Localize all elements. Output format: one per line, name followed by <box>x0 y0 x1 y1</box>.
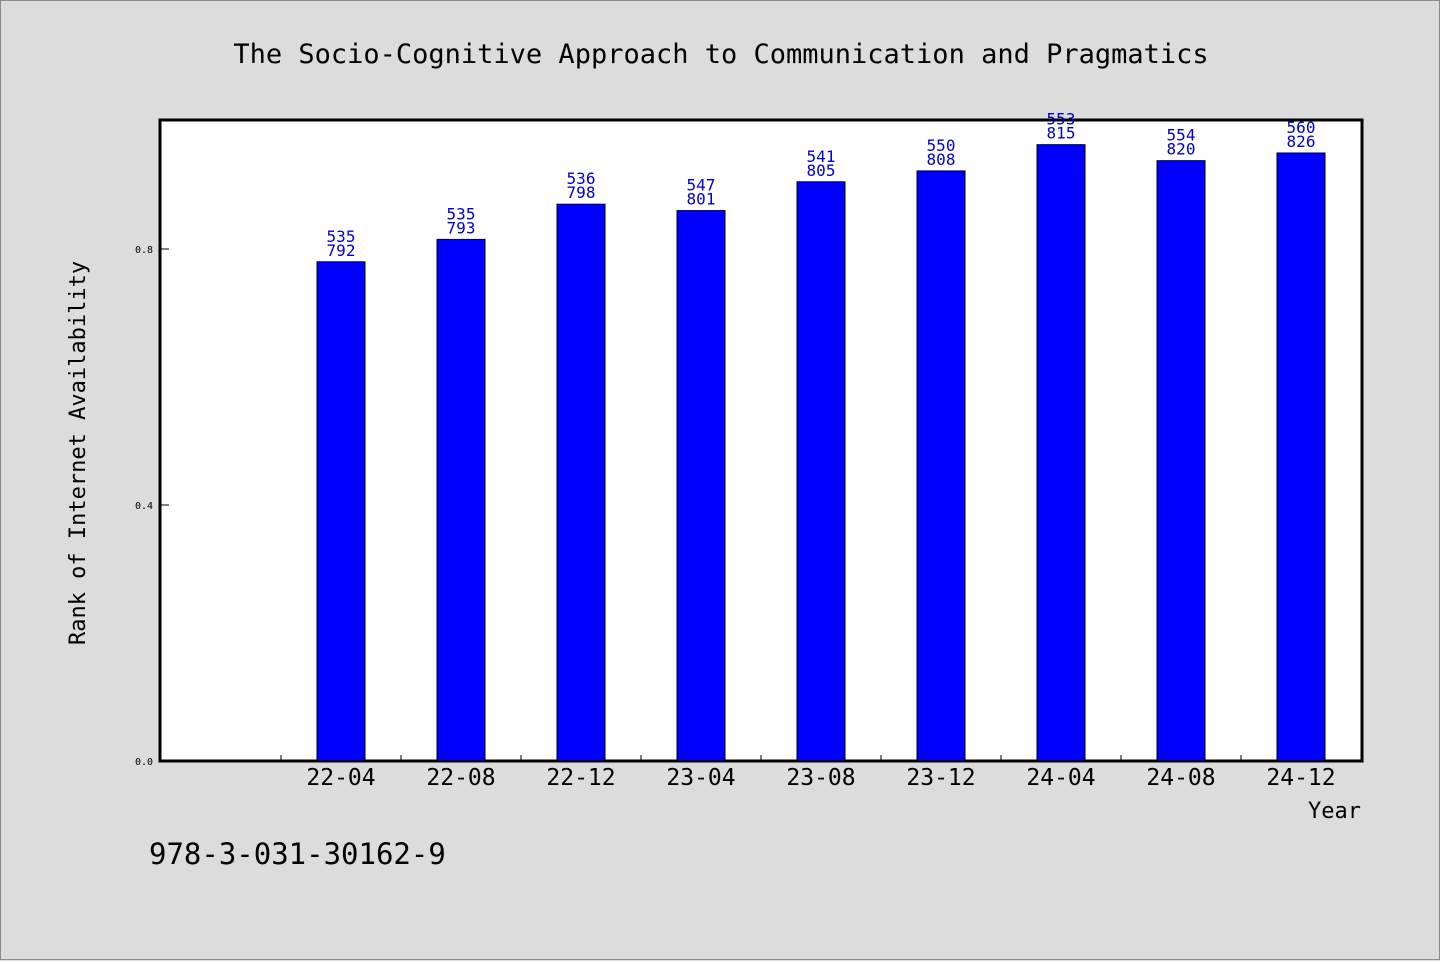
bar-label-top-22-12: 536 <box>567 169 596 188</box>
bar-22-04 <box>316 261 366 762</box>
x-ticks-layer: 22-04 22-08 22-12 23-04 23-08 23-12 24-04 24-08… <box>280 755 1336 791</box>
x-tick-label-23-12: 23-12 <box>906 765 975 791</box>
x-axis-label: Year <box>1308 799 1361 824</box>
x-tick-label-24-08: 24-08 <box>1146 765 1215 791</box>
y-tick-label-0.0: 0.0 <box>135 757 153 768</box>
bar-label-bottom-23-08: 805 <box>807 161 836 180</box>
x-tick-label-24-12: 24-12 <box>1266 765 1335 791</box>
bar-label-bottom-22-08: 793 <box>447 218 476 237</box>
bar-24-04 <box>1036 144 1086 762</box>
bar-label-bottom-22-04: 792 <box>327 241 356 260</box>
isbn-text: 978-3-031-30162-9 <box>149 837 446 871</box>
bar-label-top-24-08: 554 <box>1167 126 1196 145</box>
bar-label-top-23-12: 550 <box>927 136 956 155</box>
bar-label-bottom-24-08: 820 <box>1167 140 1196 159</box>
bar-23-08 <box>796 181 846 762</box>
bar-label-top-22-04: 535 <box>327 227 356 246</box>
bar-label-top-24-12: 560 <box>1287 118 1316 137</box>
y-tick-label-0.8: 0.8 <box>135 245 153 256</box>
bar-label-top-23-08: 541 <box>807 147 836 166</box>
x-tick-label-23-04: 23-04 <box>666 765 735 791</box>
bar-label-bottom-24-12: 826 <box>1287 132 1316 151</box>
bar-23-12 <box>916 170 966 762</box>
bar-label-top-24-04: 553 <box>1047 110 1076 129</box>
bar-24-12 <box>1276 152 1326 762</box>
x-tick-label-22-04: 22-04 <box>306 765 375 791</box>
bar-label-bottom-23-12: 808 <box>927 150 956 169</box>
x-tick-label-22-12: 22-12 <box>546 765 615 791</box>
x-tick-label-24-04: 24-04 <box>1026 765 1095 791</box>
y-tick-label-0.4: 0.4 <box>135 501 153 512</box>
bar-22-12 <box>556 203 606 762</box>
bar-label-bottom-22-12: 798 <box>567 183 596 202</box>
x-tick-label-23-08: 23-08 <box>786 765 855 791</box>
y-axis-label: Rank of Internet Availability <box>66 261 91 645</box>
bar-24-08 <box>1156 160 1206 762</box>
bar-label-bottom-23-04: 801 <box>687 190 716 209</box>
bar-23-04 <box>676 210 726 762</box>
bar-label-top-22-08: 535 <box>447 204 476 223</box>
bar-label-bottom-24-04: 815 <box>1047 124 1076 143</box>
x-tick-label-22-08: 22-08 <box>426 765 495 791</box>
y-ticks-layer: 0.0 0.4 0.8 <box>135 245 169 768</box>
chart-title: The Socio-Cognitive Approach to Communic… <box>233 39 1208 70</box>
bar-22-08 <box>436 238 486 762</box>
bar-label-top-23-04: 547 <box>687 176 716 195</box>
